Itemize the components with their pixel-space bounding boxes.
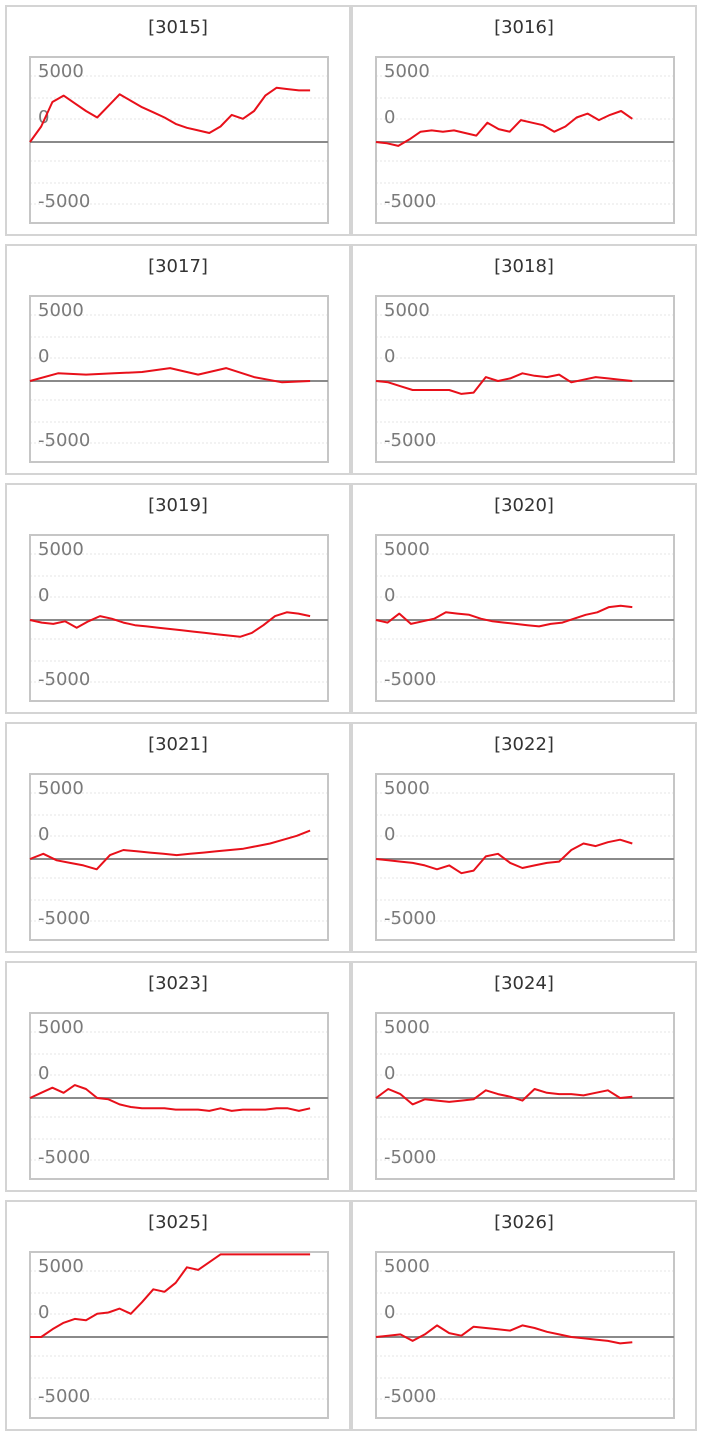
chart-title: [3025] <box>148 1212 208 1233</box>
chart-panel: [3015] 5000 0 -5000 <box>5 5 351 236</box>
series-line <box>29 86 311 143</box>
chart-title: [3018] <box>494 256 554 277</box>
chart-title: [3022] <box>494 734 554 755</box>
chart-panel: [3025] 5000 0 -5000 <box>5 1200 351 1431</box>
y-tick-label: 0 <box>38 585 49 606</box>
y-tick-label: -5000 <box>384 430 436 451</box>
line-chart: 5000 0 -5000 <box>29 534 329 702</box>
y-tick-label: 5000 <box>38 300 84 321</box>
y-tick-label: 5000 <box>384 1017 430 1038</box>
y-tick-label: -5000 <box>384 191 436 212</box>
series-line <box>375 372 633 395</box>
chart-title: [3017] <box>148 256 208 277</box>
y-tick-label: 0 <box>38 824 49 845</box>
plot-frame <box>375 56 675 224</box>
y-tick-label: 5000 <box>38 1017 84 1038</box>
chart-title: [3015] <box>148 17 208 38</box>
series-line <box>29 1084 311 1112</box>
line-chart: 5000 0 -5000 <box>29 773 329 941</box>
chart-panel: [3023] 5000 0 -5000 <box>5 961 351 1192</box>
y-tick-label: 0 <box>384 107 395 128</box>
y-tick-label: -5000 <box>38 669 90 690</box>
line-chart: 5000 0 -5000 <box>375 1251 675 1419</box>
y-tick-label: 0 <box>38 1302 49 1323</box>
line-chart: 5000 0 -5000 <box>375 534 675 702</box>
y-tick-label: 0 <box>38 1063 49 1084</box>
y-tick-label: -5000 <box>38 1147 90 1168</box>
series-line <box>375 1324 633 1345</box>
series-line <box>375 1088 633 1106</box>
plot-frame <box>29 534 329 702</box>
series-line <box>29 367 311 384</box>
chart-panel: [3026] 5000 0 -5000 <box>351 1200 697 1431</box>
chart-title: [3016] <box>494 17 554 38</box>
chart-panel: [3022] 5000 0 -5000 <box>351 722 697 953</box>
plot-frame <box>29 1251 329 1419</box>
y-tick-label: 0 <box>384 1063 395 1084</box>
series-line <box>375 110 633 147</box>
plot-frame <box>375 1251 675 1419</box>
plot-frame <box>29 56 329 224</box>
line-chart: 5000 0 -5000 <box>29 295 329 463</box>
plot-frame <box>29 1012 329 1180</box>
y-tick-label: 0 <box>384 585 395 606</box>
y-tick-label: 5000 <box>38 61 84 82</box>
y-tick-label: 0 <box>38 346 49 367</box>
y-tick-label: 5000 <box>384 61 430 82</box>
y-tick-label: 0 <box>38 107 49 128</box>
y-tick-label: 0 <box>384 1302 395 1323</box>
line-chart: 5000 0 -5000 <box>29 1012 329 1180</box>
chart-panel: [3020] 5000 0 -5000 <box>351 483 697 714</box>
chart-panel: [3016] 5000 0 -5000 <box>351 5 697 236</box>
y-tick-label: 5000 <box>384 300 430 321</box>
line-chart: 5000 0 -5000 <box>29 1251 329 1419</box>
line-chart: 5000 0 -5000 <box>29 56 329 224</box>
plot-frame <box>29 295 329 463</box>
y-tick-label: 5000 <box>38 1256 84 1277</box>
chart-title: [3024] <box>494 973 554 994</box>
chart-title: [3019] <box>148 495 208 516</box>
y-tick-label: 5000 <box>384 1256 430 1277</box>
series-line <box>375 838 633 875</box>
plot-frame <box>29 773 329 941</box>
plot-frame <box>375 1012 675 1180</box>
y-tick-label: -5000 <box>384 1147 436 1168</box>
y-tick-label: -5000 <box>38 430 90 451</box>
y-tick-label: 5000 <box>38 778 84 799</box>
chart-panel: [3024] 5000 0 -5000 <box>351 961 697 1192</box>
y-tick-label: -5000 <box>38 908 90 929</box>
series-line <box>29 611 311 638</box>
y-tick-label: -5000 <box>384 669 436 690</box>
chart-panel: [3021] 5000 0 -5000 <box>5 722 351 953</box>
chart-title: [3026] <box>494 1212 554 1233</box>
y-tick-label: 5000 <box>384 539 430 560</box>
plot-frame <box>375 773 675 941</box>
chart-title: [3020] <box>494 495 554 516</box>
plot-frame <box>375 295 675 463</box>
chart-title: [3021] <box>148 734 208 755</box>
chart-panel: [3018] 5000 0 -5000 <box>351 244 697 475</box>
line-chart: 5000 0 -5000 <box>375 295 675 463</box>
y-tick-label: 5000 <box>38 539 84 560</box>
series-line <box>29 829 311 871</box>
line-chart: 5000 0 -5000 <box>375 56 675 224</box>
y-tick-label: 0 <box>384 824 395 845</box>
chart-panel: [3019] 5000 0 -5000 <box>5 483 351 714</box>
y-tick-label: -5000 <box>384 1386 436 1407</box>
line-chart: 5000 0 -5000 <box>375 773 675 941</box>
plot-frame <box>375 534 675 702</box>
series-line <box>30 1253 311 1338</box>
chart-panel: [3017] 5000 0 -5000 <box>5 244 351 475</box>
y-tick-label: -5000 <box>38 191 90 212</box>
chart-title: [3023] <box>148 973 208 994</box>
y-tick-label: -5000 <box>384 908 436 929</box>
y-tick-label: 0 <box>384 346 395 367</box>
series-line <box>375 604 633 628</box>
y-tick-label: -5000 <box>38 1386 90 1407</box>
y-tick-label: 5000 <box>384 778 430 799</box>
line-chart: 5000 0 -5000 <box>375 1012 675 1180</box>
